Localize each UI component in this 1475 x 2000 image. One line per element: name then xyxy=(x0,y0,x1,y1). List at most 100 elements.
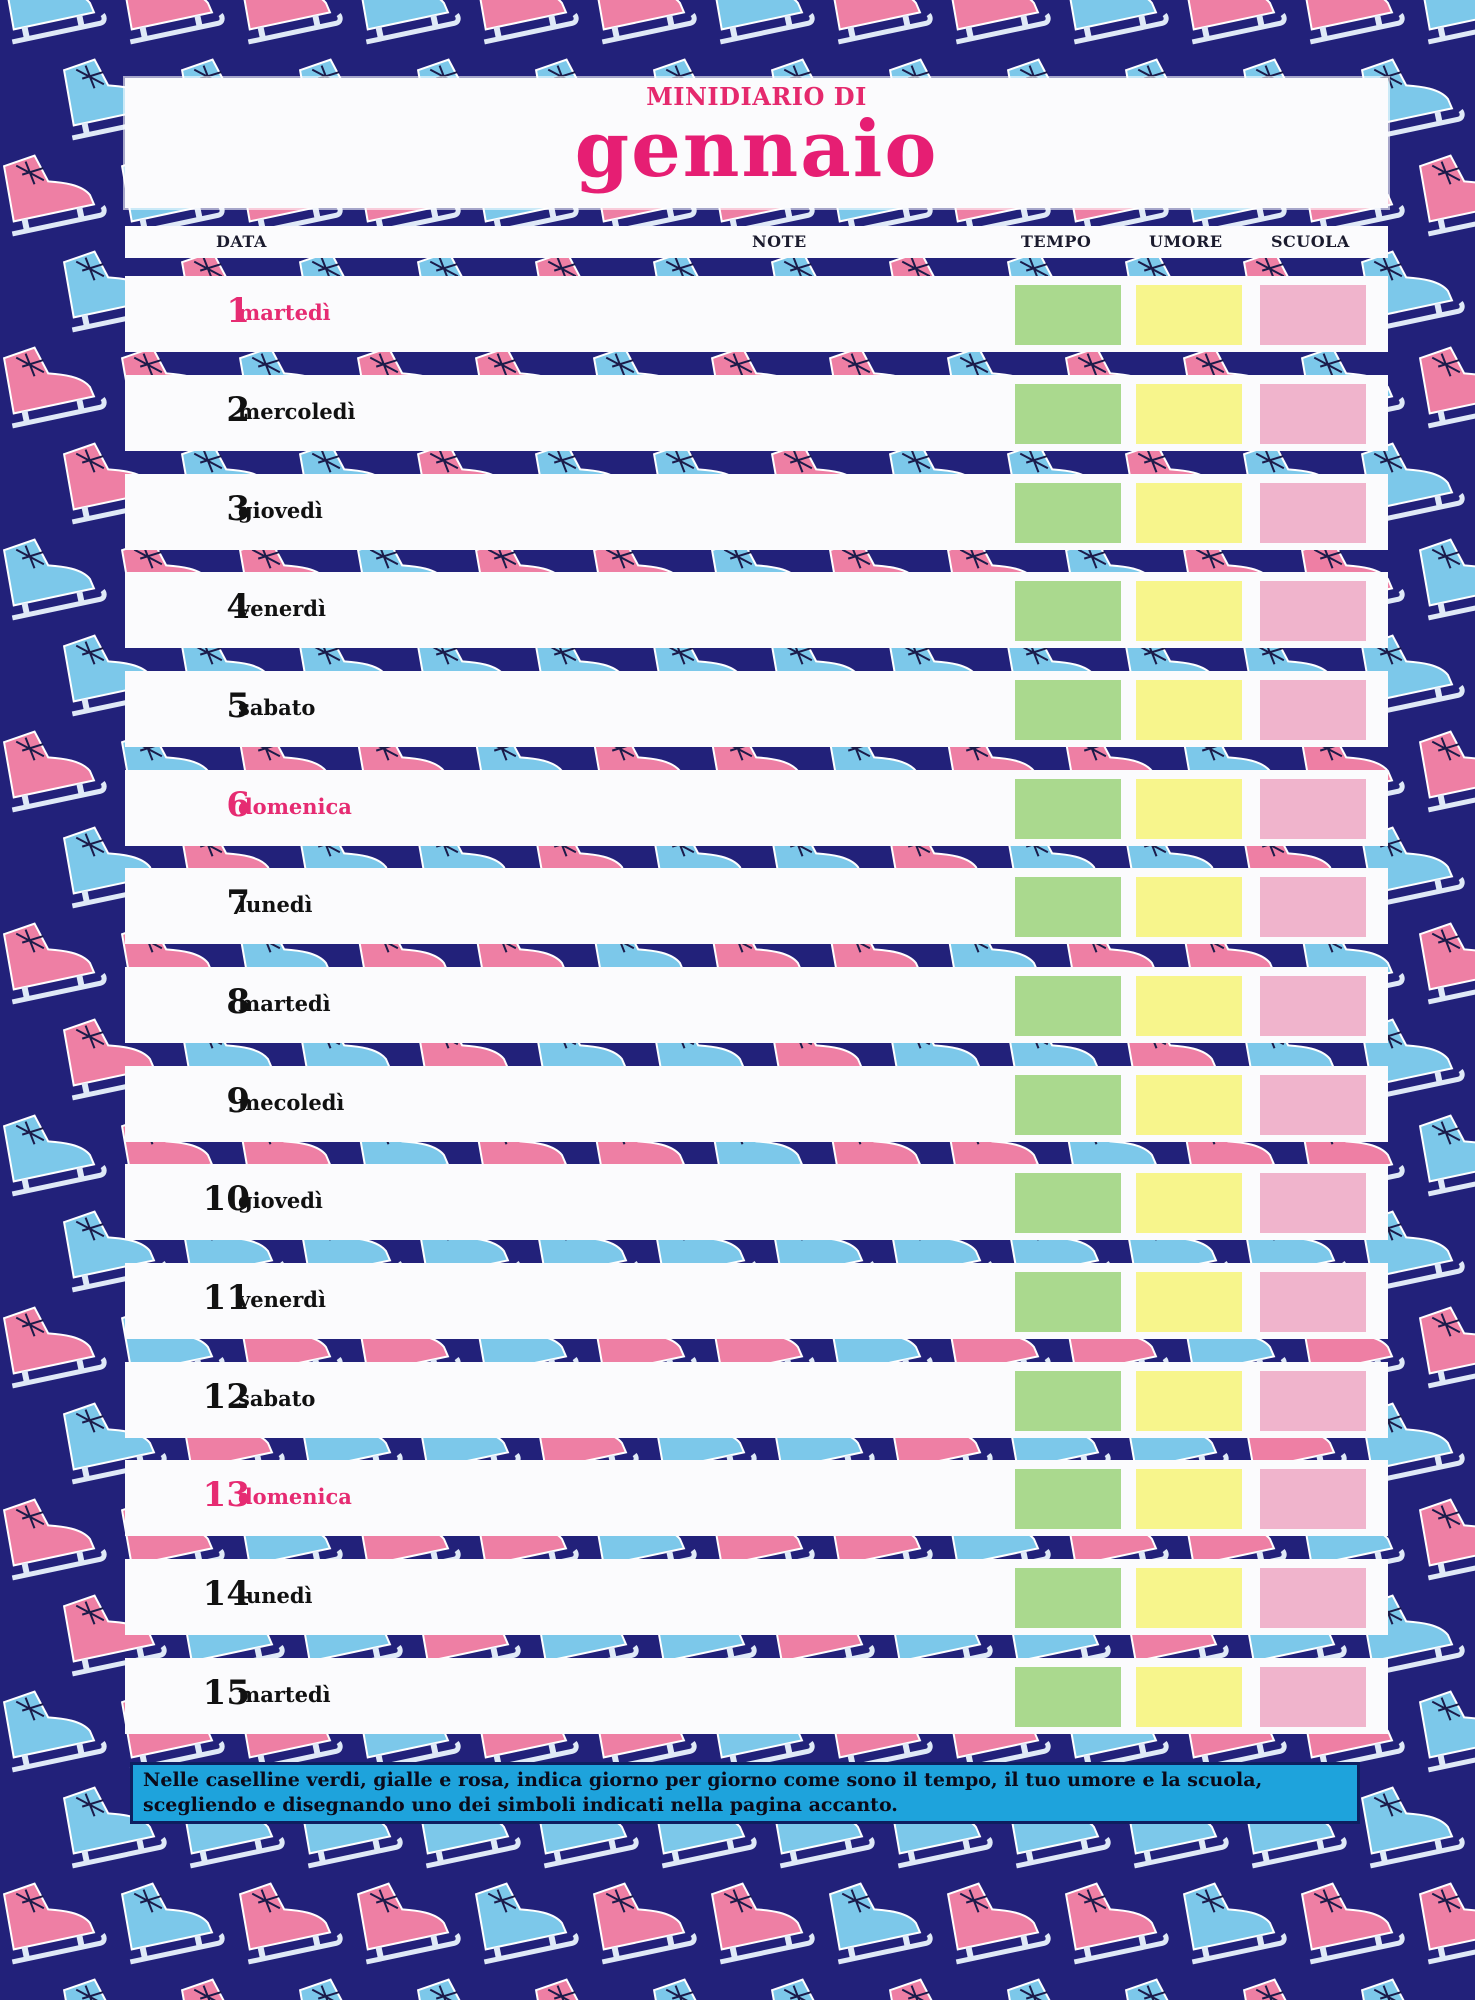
tempo-box[interactable] xyxy=(1015,483,1121,543)
day-number: 2 xyxy=(226,390,250,430)
ice-skate-icon xyxy=(828,1882,933,1965)
umore-box[interactable] xyxy=(1136,384,1242,444)
notes-field[interactable] xyxy=(425,1072,1115,1136)
tempo-box[interactable] xyxy=(1015,384,1121,444)
ice-skate-icon xyxy=(120,0,225,45)
umore-box[interactable] xyxy=(1136,1075,1242,1135)
umore-box[interactable] xyxy=(1136,1173,1242,1233)
column-data: DATA xyxy=(216,232,267,251)
tempo-box[interactable] xyxy=(1015,1469,1121,1529)
notes-field[interactable] xyxy=(425,1664,1115,1728)
notes-field[interactable] xyxy=(425,480,1115,544)
ice-skate-icon xyxy=(1064,1882,1169,1965)
ice-skate-icon xyxy=(946,1882,1051,1965)
scuola-box[interactable] xyxy=(1260,1371,1366,1431)
ice-skate-icon xyxy=(946,0,1051,45)
notes-field[interactable] xyxy=(425,1466,1115,1530)
tempo-box[interactable] xyxy=(1015,877,1121,937)
day-number: 14 xyxy=(202,1574,250,1614)
tempo-box[interactable] xyxy=(1015,976,1121,1036)
scuola-box[interactable] xyxy=(1260,680,1366,740)
day-name: martedì xyxy=(238,991,331,1016)
day-row: 11 venerdì xyxy=(125,1263,1388,1339)
ice-skate-icon xyxy=(298,1978,392,2000)
umore-box[interactable] xyxy=(1136,581,1242,641)
scuola-box[interactable] xyxy=(1260,1568,1366,1628)
scuola-box[interactable] xyxy=(1260,285,1366,345)
ice-skate-icon xyxy=(62,1786,167,1869)
notes-field[interactable] xyxy=(425,874,1115,938)
scuola-box[interactable] xyxy=(1260,1173,1366,1233)
umore-box[interactable] xyxy=(1136,877,1242,937)
tempo-box[interactable] xyxy=(1015,581,1121,641)
scuola-box[interactable] xyxy=(1260,976,1366,1036)
ice-skate-icon xyxy=(888,1978,982,2000)
notes-field[interactable] xyxy=(425,677,1115,741)
tempo-box[interactable] xyxy=(1015,1667,1121,1727)
umore-box[interactable] xyxy=(1136,779,1242,839)
umore-box[interactable] xyxy=(1136,285,1242,345)
ice-skate-icon xyxy=(1064,0,1169,45)
ice-skate-icon xyxy=(2,1498,107,1581)
notes-field[interactable] xyxy=(425,973,1115,1037)
tempo-box[interactable] xyxy=(1015,680,1121,740)
ice-skate-icon xyxy=(2,1690,107,1773)
ice-skate-icon xyxy=(1360,1978,1454,2000)
umore-box[interactable] xyxy=(1136,483,1242,543)
ice-skate-icon xyxy=(1418,1882,1475,1965)
column-note: NOTE xyxy=(752,232,807,251)
ice-skate-icon xyxy=(180,1978,274,2000)
day-row: 14 lunedì xyxy=(125,1559,1388,1635)
ice-skate-icon xyxy=(2,346,107,429)
scuola-box[interactable] xyxy=(1260,1667,1366,1727)
ice-skate-icon xyxy=(652,1978,746,2000)
scuola-box[interactable] xyxy=(1260,1272,1366,1332)
ice-skate-icon xyxy=(1182,1882,1287,1965)
tempo-box[interactable] xyxy=(1015,1371,1121,1431)
notes-field[interactable] xyxy=(425,1170,1115,1234)
notes-field[interactable] xyxy=(425,1269,1115,1333)
day-row: 5 sabato xyxy=(125,671,1388,747)
scuola-box[interactable] xyxy=(1260,581,1366,641)
ice-skate-icon xyxy=(1418,1306,1475,1389)
scuola-box[interactable] xyxy=(1260,1075,1366,1135)
ice-skate-icon xyxy=(2,154,107,237)
tempo-box[interactable] xyxy=(1015,1568,1121,1628)
umore-box[interactable] xyxy=(1136,1272,1242,1332)
notes-field[interactable] xyxy=(425,1368,1115,1432)
tempo-box[interactable] xyxy=(1015,1173,1121,1233)
scuola-box[interactable] xyxy=(1260,483,1366,543)
umore-box[interactable] xyxy=(1136,976,1242,1036)
ice-skate-icon xyxy=(710,0,815,45)
notes-field[interactable] xyxy=(425,381,1115,445)
ice-skate-icon xyxy=(238,0,343,45)
scuola-box[interactable] xyxy=(1260,1469,1366,1529)
ice-skate-icon xyxy=(1418,538,1475,621)
umore-box[interactable] xyxy=(1136,680,1242,740)
umore-box[interactable] xyxy=(1136,1667,1242,1727)
ice-skate-icon xyxy=(474,1882,579,1965)
notes-field[interactable] xyxy=(425,282,1115,346)
notes-field[interactable] xyxy=(425,1565,1115,1629)
scuola-box[interactable] xyxy=(1260,877,1366,937)
notes-field[interactable] xyxy=(425,578,1115,642)
scuola-box[interactable] xyxy=(1260,384,1366,444)
notes-field[interactable] xyxy=(425,776,1115,840)
day-row: 7 lunedì xyxy=(125,868,1388,944)
ice-skate-icon xyxy=(592,1882,697,1965)
tempo-box[interactable] xyxy=(1015,1075,1121,1135)
ice-skate-icon xyxy=(710,1882,815,1965)
day-name: domenica xyxy=(238,794,352,819)
day-number: 7 xyxy=(226,883,250,923)
umore-box[interactable] xyxy=(1136,1568,1242,1628)
tempo-box[interactable] xyxy=(1015,779,1121,839)
ice-skate-icon xyxy=(1242,1978,1336,2000)
day-row: 2 mercoledì xyxy=(125,375,1388,451)
umore-box[interactable] xyxy=(1136,1371,1242,1431)
tempo-box[interactable] xyxy=(1015,1272,1121,1332)
day-row: 6 domenica xyxy=(125,770,1388,846)
umore-box[interactable] xyxy=(1136,1469,1242,1529)
tempo-box[interactable] xyxy=(1015,285,1121,345)
scuola-box[interactable] xyxy=(1260,779,1366,839)
ice-skate-icon xyxy=(2,1306,107,1389)
